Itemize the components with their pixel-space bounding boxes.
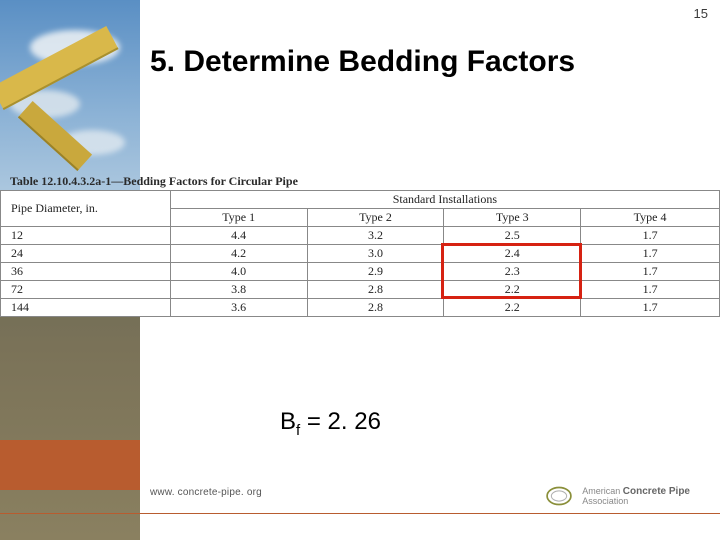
cell: 1.7 bbox=[581, 227, 720, 245]
col-header-type4: Type 4 bbox=[581, 209, 720, 227]
table-row: 124.43.22.51.7 bbox=[1, 227, 720, 245]
cell: 3.8 bbox=[170, 281, 307, 299]
table-row: 364.02.92.31.7 bbox=[1, 263, 720, 281]
cell: 4.0 bbox=[170, 263, 307, 281]
equation-value: 2. 26 bbox=[328, 408, 381, 435]
cell: 2.3 bbox=[444, 263, 581, 281]
cell: 2.9 bbox=[307, 263, 444, 281]
equation: Bf = 2. 26 bbox=[280, 408, 381, 439]
row-label: 12 bbox=[1, 227, 171, 245]
equation-eq: = bbox=[307, 408, 321, 435]
cell: 2.8 bbox=[307, 281, 444, 299]
bedding-factors-table: Pipe Diameter, in. Standard Installation… bbox=[0, 190, 720, 317]
cell: 1.7 bbox=[581, 245, 720, 263]
col-header-type2: Type 2 bbox=[307, 209, 444, 227]
cell: 4.4 bbox=[170, 227, 307, 245]
cell: 3.6 bbox=[170, 299, 307, 317]
table-row: 244.23.02.41.7 bbox=[1, 245, 720, 263]
footer-divider bbox=[0, 513, 720, 514]
cell: 2.5 bbox=[444, 227, 581, 245]
cell: 3.0 bbox=[307, 245, 444, 263]
cell: 1.7 bbox=[581, 281, 720, 299]
footer-url: www. concrete-pipe. org bbox=[150, 487, 262, 498]
col-header-type1: Type 1 bbox=[170, 209, 307, 227]
row-label: 144 bbox=[1, 299, 171, 317]
equation-subscript: f bbox=[296, 422, 300, 439]
cell: 1.7 bbox=[581, 263, 720, 281]
table-row: 1443.62.82.21.7 bbox=[1, 299, 720, 317]
table-row: 723.82.82.21.7 bbox=[1, 281, 720, 299]
row-label: 24 bbox=[1, 245, 171, 263]
accent-block bbox=[0, 440, 140, 490]
cell: 2.8 bbox=[307, 299, 444, 317]
cell: 2.2 bbox=[444, 281, 581, 299]
footer-logo: American Concrete PipeAssociation bbox=[542, 484, 690, 508]
col-header-group: Standard Installations bbox=[170, 191, 719, 209]
cell: 3.2 bbox=[307, 227, 444, 245]
slide: 15 5. Determine Bedding Factors Table 12… bbox=[0, 0, 720, 540]
row-label: 72 bbox=[1, 281, 171, 299]
row-label: 36 bbox=[1, 263, 171, 281]
cell: 1.7 bbox=[581, 299, 720, 317]
page-number: 15 bbox=[694, 6, 708, 21]
table-region: Table 12.10.4.3.2a-1—Bedding Factors for… bbox=[0, 190, 720, 317]
cell: 4.2 bbox=[170, 245, 307, 263]
cell: 2.2 bbox=[444, 299, 581, 317]
slide-title: 5. Determine Bedding Factors bbox=[150, 45, 575, 79]
equation-var: B bbox=[280, 408, 296, 435]
col-header-type3: Type 3 bbox=[444, 209, 581, 227]
col-header-diameter: Pipe Diameter, in. bbox=[1, 191, 171, 227]
logo-icon bbox=[542, 484, 576, 508]
logo-text: American Concrete PipeAssociation bbox=[582, 486, 690, 507]
table-caption: Table 12.10.4.3.2a-1—Bedding Factors for… bbox=[10, 174, 298, 189]
cell: 2.4 bbox=[444, 245, 581, 263]
